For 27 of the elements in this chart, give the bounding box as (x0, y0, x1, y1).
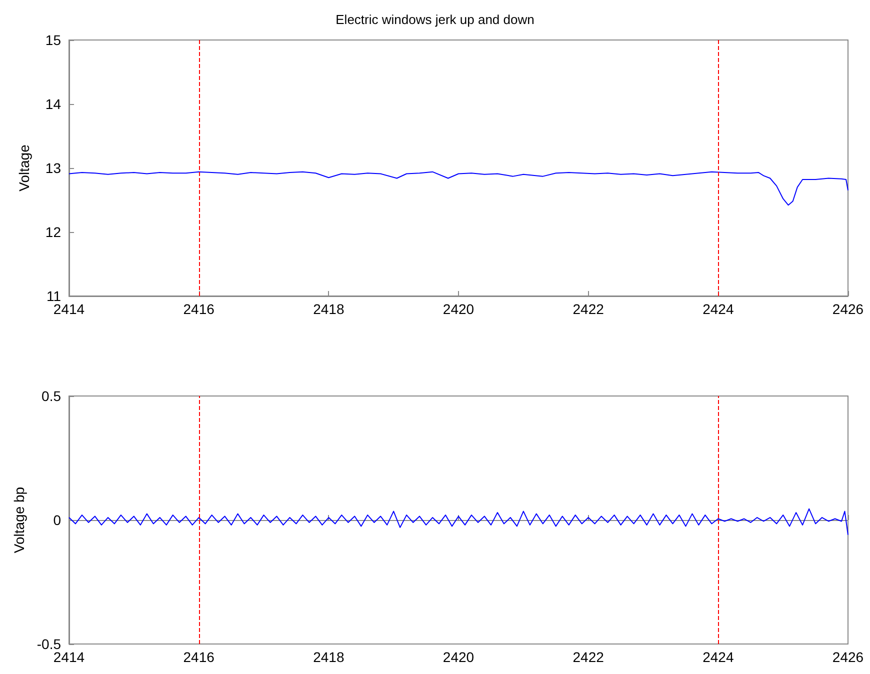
y-axis-title: Voltage (16, 144, 32, 192)
y-tick-label: 12 (45, 224, 62, 240)
x-tick-label: 2414 (53, 649, 85, 665)
y-tick-label: 14 (45, 96, 62, 112)
x-tick-label: 2416 (183, 301, 215, 317)
chart-title: Electric windows jerk up and down (336, 12, 534, 27)
x-tick-label: 2420 (442, 649, 474, 665)
x-tick-label: 2424 (702, 649, 734, 665)
x-tick-label: 2422 (572, 301, 604, 317)
x-tick-label: 2414 (53, 301, 85, 317)
y-axis-title: Voltage bp (10, 486, 27, 554)
y-tick-label: 15 (45, 32, 62, 48)
x-tick-label: 2418 (313, 301, 344, 317)
x-tick-label: 2416 (183, 649, 215, 665)
line-series (68, 171, 848, 206)
x-tick-label: 2420 (442, 301, 474, 317)
line-series (68, 508, 848, 536)
x-tick-label: 2426 (832, 649, 864, 665)
y-tick-label: 0 (53, 512, 62, 528)
x-tick-label: 2418 (313, 649, 344, 665)
y-tick-label: 0.5 (42, 388, 62, 404)
y-tick-label: 11 (46, 288, 62, 304)
x-tick-label: 2422 (572, 649, 604, 665)
x-tick-label: 2424 (702, 301, 734, 317)
x-tick-label: 2426 (832, 301, 864, 317)
y-tick-label: 13 (45, 160, 62, 176)
y-tick-label: -0.5 (36, 636, 62, 652)
